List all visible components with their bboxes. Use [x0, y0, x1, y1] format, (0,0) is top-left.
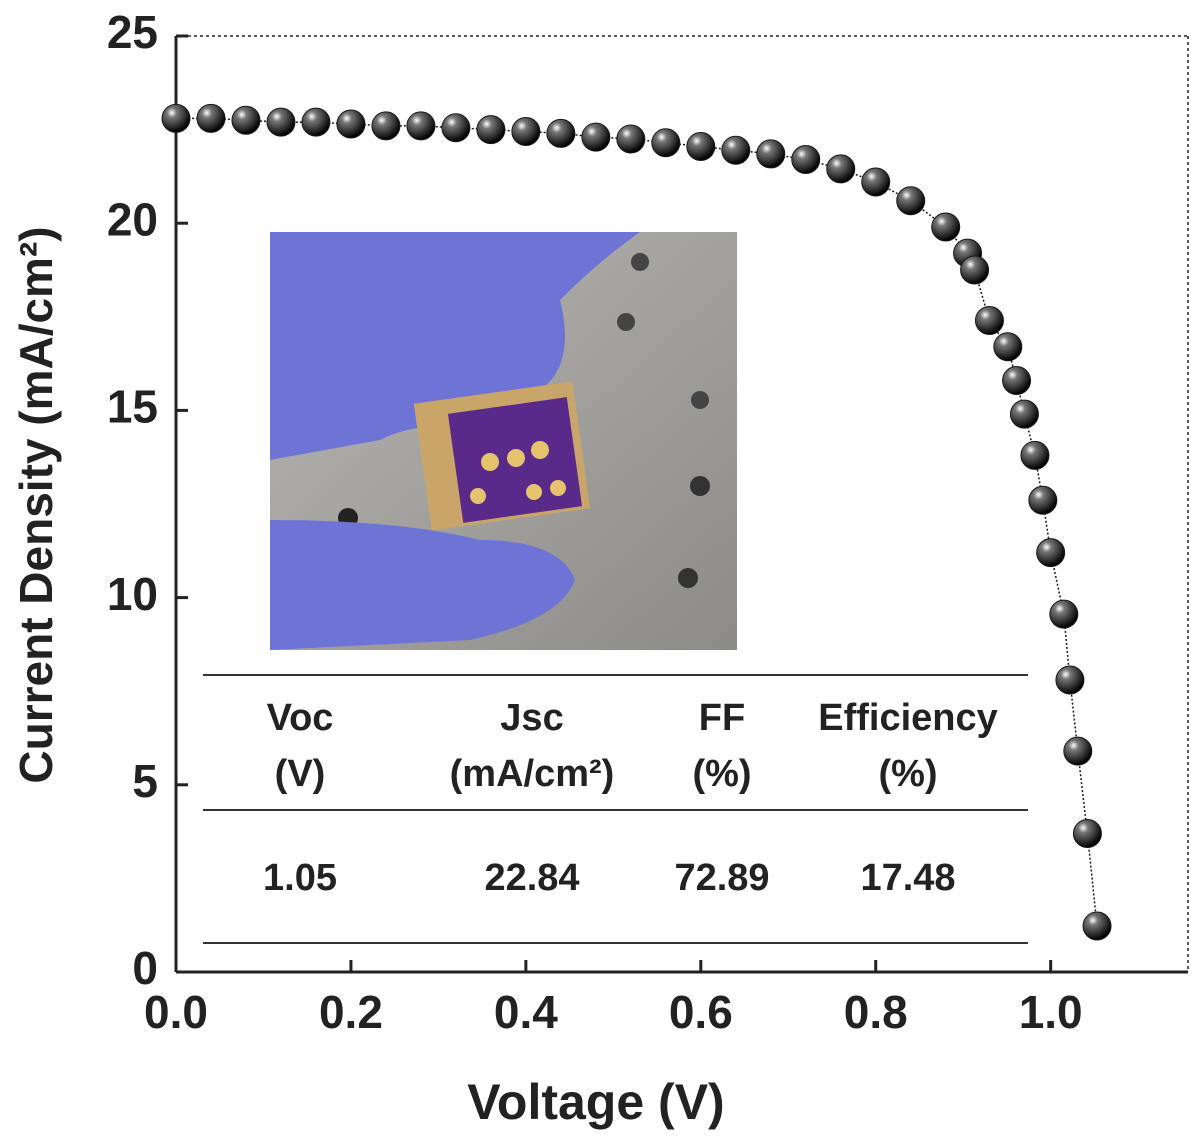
data-point — [994, 333, 1022, 361]
data-point — [582, 123, 610, 151]
x-tick-label: 0.8 — [844, 986, 908, 1038]
table-cell: 22.84 — [484, 857, 579, 899]
data-point — [547, 119, 575, 147]
data-point — [1083, 912, 1111, 940]
data-point — [722, 136, 750, 164]
data-point — [1037, 539, 1065, 567]
data-point — [617, 125, 645, 153]
data-point — [1021, 441, 1049, 469]
table-header: (%) — [692, 753, 751, 795]
inset-photo — [270, 232, 737, 650]
data-point — [1050, 600, 1078, 628]
data-point — [1003, 366, 1031, 394]
data-point — [1073, 819, 1101, 847]
table-cell: 1.05 — [263, 857, 337, 899]
data-point — [267, 108, 295, 136]
data-point — [1064, 737, 1092, 765]
data-point — [897, 187, 925, 215]
table-header: (mA/cm²) — [450, 753, 615, 795]
data-point — [442, 114, 470, 142]
data-point — [687, 132, 715, 160]
data-point — [1010, 400, 1038, 428]
data-point — [652, 129, 680, 157]
data-point — [792, 146, 820, 174]
data-point — [302, 108, 330, 136]
data-point — [337, 110, 365, 138]
y-tick-label: 10 — [107, 568, 158, 620]
data-point — [1056, 666, 1084, 694]
x-tick-label: 0.6 — [669, 986, 733, 1038]
data-point — [232, 106, 260, 134]
x-axis-label: Voltage (V) — [467, 1074, 724, 1130]
table-header: Jsc — [500, 697, 563, 739]
data-point — [1029, 486, 1057, 514]
data-point — [975, 307, 1003, 335]
table-header: Voc — [267, 697, 334, 739]
data-point — [162, 104, 190, 132]
chart: Voltage (V) Current Density (mA/cm²) 051… — [0, 0, 1192, 1142]
data-point — [827, 155, 855, 183]
data-point — [477, 116, 505, 144]
y-tick-label: 20 — [107, 193, 158, 245]
data-point — [757, 140, 785, 168]
x-tick-label: 1.0 — [1019, 986, 1083, 1038]
table-header: Efficiency — [818, 697, 998, 739]
table-header: (%) — [878, 753, 937, 795]
data-point — [512, 117, 540, 145]
y-tick-label: 5 — [132, 755, 158, 807]
data-point — [407, 112, 435, 140]
data-point — [372, 112, 400, 140]
table-cell: 17.48 — [860, 857, 955, 899]
data-point — [932, 213, 960, 241]
y-axis-label: Current Density (mA/cm²) — [10, 226, 62, 783]
table-cell: 72.89 — [674, 857, 769, 899]
data-point — [961, 256, 989, 284]
x-tick-label: 0.0 — [144, 986, 208, 1038]
table-header: (V) — [275, 753, 326, 795]
y-tick-label: 15 — [107, 381, 158, 433]
x-tick-label: 0.4 — [494, 986, 558, 1038]
y-tick-label: 25 — [107, 6, 158, 58]
data-point — [197, 104, 225, 132]
table-header: FF — [699, 697, 745, 739]
data-point — [862, 168, 890, 196]
x-tick-label: 0.2 — [319, 986, 383, 1038]
